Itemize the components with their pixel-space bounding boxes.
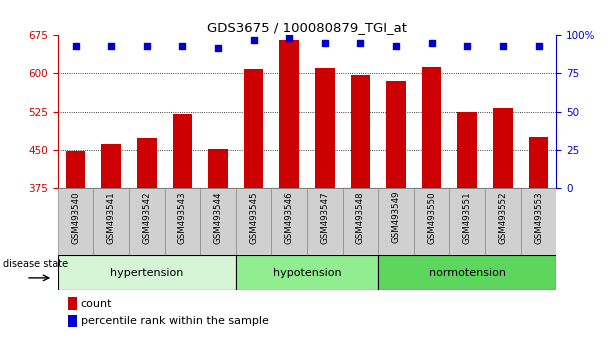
Bar: [378, 255, 556, 290]
Point: [427, 40, 437, 46]
Point: [249, 37, 258, 43]
Bar: [520, 188, 556, 255]
Bar: [173, 114, 192, 188]
Text: GSM493546: GSM493546: [285, 191, 294, 244]
Bar: [67, 297, 77, 310]
Bar: [315, 68, 334, 188]
Text: GSM493550: GSM493550: [427, 191, 436, 244]
Text: GSM493540: GSM493540: [71, 191, 80, 244]
Bar: [422, 67, 441, 188]
Text: hypertension: hypertension: [110, 268, 184, 278]
Point: [391, 43, 401, 49]
Text: GSM493549: GSM493549: [392, 191, 401, 244]
Title: GDS3675 / 100080879_TGI_at: GDS3675 / 100080879_TGI_at: [207, 21, 407, 34]
Bar: [449, 188, 485, 255]
Text: GSM493543: GSM493543: [178, 191, 187, 244]
Bar: [386, 81, 406, 188]
Bar: [165, 188, 200, 255]
Bar: [244, 69, 263, 188]
Point: [356, 40, 365, 46]
Bar: [378, 188, 414, 255]
Bar: [208, 149, 228, 188]
Point: [285, 36, 294, 41]
Text: GSM493545: GSM493545: [249, 191, 258, 244]
Bar: [307, 188, 343, 255]
Text: GSM493552: GSM493552: [499, 191, 508, 244]
Bar: [271, 188, 307, 255]
Bar: [236, 255, 378, 290]
Point: [71, 43, 80, 49]
Text: GSM493547: GSM493547: [320, 191, 330, 244]
Bar: [137, 138, 157, 188]
Bar: [343, 188, 378, 255]
Bar: [200, 188, 236, 255]
Bar: [236, 188, 271, 255]
Text: normotension: normotension: [429, 268, 506, 278]
Text: GSM493541: GSM493541: [106, 191, 116, 244]
Bar: [414, 188, 449, 255]
Point: [463, 43, 472, 49]
Text: hypotension: hypotension: [273, 268, 341, 278]
Point: [320, 40, 330, 46]
Bar: [58, 188, 94, 255]
Text: GSM493553: GSM493553: [534, 191, 543, 244]
Bar: [94, 188, 129, 255]
Bar: [529, 137, 548, 188]
Bar: [351, 75, 370, 188]
Bar: [102, 144, 121, 188]
Text: GSM493548: GSM493548: [356, 191, 365, 244]
Bar: [493, 108, 513, 188]
Text: count: count: [81, 299, 112, 309]
Text: GSM493542: GSM493542: [142, 191, 151, 244]
Bar: [280, 40, 299, 188]
Bar: [58, 255, 236, 290]
Point: [178, 43, 187, 49]
Point: [534, 43, 544, 49]
Bar: [457, 112, 477, 188]
Bar: [485, 188, 520, 255]
Point: [106, 43, 116, 49]
Text: percentile rank within the sample: percentile rank within the sample: [81, 316, 269, 326]
Text: GSM493544: GSM493544: [213, 191, 223, 244]
Point: [498, 43, 508, 49]
Point: [213, 45, 223, 50]
Bar: [67, 315, 77, 327]
Bar: [129, 188, 165, 255]
Text: GSM493551: GSM493551: [463, 191, 472, 244]
Point: [142, 43, 151, 49]
Text: disease state: disease state: [3, 259, 68, 269]
Bar: [66, 151, 85, 188]
